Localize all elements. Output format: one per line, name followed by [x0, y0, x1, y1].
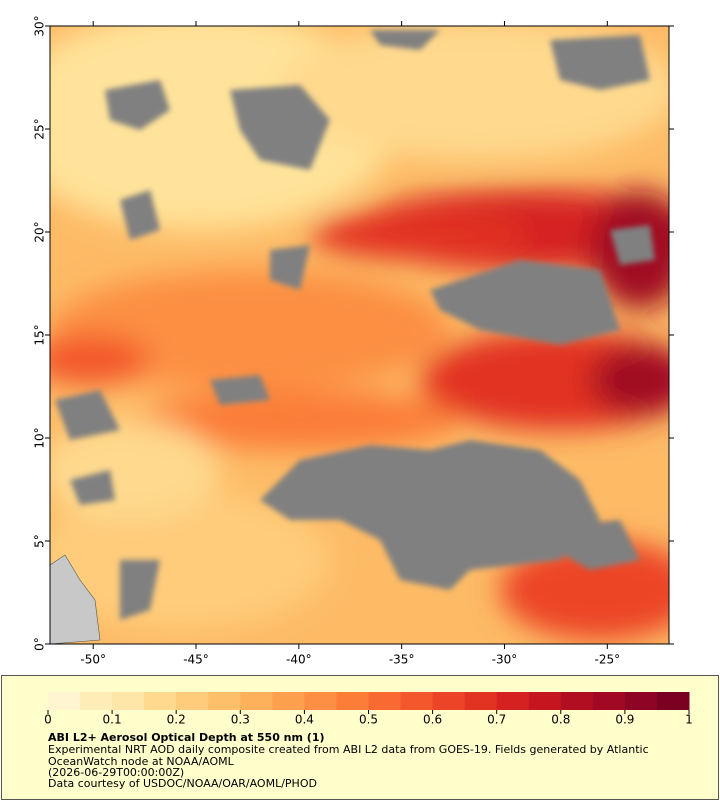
colorbar-cell	[400, 692, 434, 710]
x-tick-label: -45°	[183, 653, 209, 667]
colorbar-cell	[496, 692, 530, 710]
y-tick-label: 5°	[33, 534, 47, 548]
description: OceanWatch node at NOAA/AOML	[48, 755, 235, 768]
y-tick-label: 30°	[33, 15, 47, 36]
colorbar-cell	[368, 692, 402, 710]
x-tick-label: -25°	[595, 653, 621, 667]
y-tick-label: 0°	[33, 637, 47, 651]
colorbar-cell	[560, 692, 594, 710]
description: Experimental NRT AOD daily composite cre…	[48, 743, 649, 756]
y-tick-label: 20°	[33, 221, 47, 242]
x-tick-label: -40°	[286, 653, 312, 667]
land	[50, 554, 101, 644]
colorbar-cell	[48, 692, 81, 710]
colorbar-cell	[464, 692, 498, 710]
colorbar-cell	[528, 692, 562, 710]
colorbar-cell	[656, 692, 690, 710]
colorbar-tick-label: 0.9	[615, 713, 634, 727]
colorbar-tick-label: 0.8	[551, 713, 570, 727]
colorbar-tick-label: 0.6	[423, 713, 442, 727]
colorbar-cell	[336, 692, 369, 710]
y-tick-label: 25°	[33, 118, 47, 139]
title: ABI L2+ Aerosol Optical Depth at 550 nm …	[48, 731, 325, 744]
y-tick-label: 15°	[33, 324, 47, 345]
colorbar-cell	[304, 692, 337, 710]
colorbar-tick-label: 0.3	[231, 713, 250, 727]
colorbar-cell	[240, 692, 273, 710]
colorbar-cell	[176, 692, 209, 710]
colorbar-tick-label: 0.5	[359, 713, 378, 727]
colorbar-cell	[592, 692, 626, 710]
colorbar-cell	[624, 692, 658, 710]
aod-field	[50, 26, 669, 644]
colorbar-tick-label: 1	[685, 713, 693, 727]
colorbar-cell	[432, 692, 466, 710]
colorbar-cell	[80, 692, 113, 710]
colorbar-cell	[272, 692, 305, 710]
x-tick-label: -50°	[80, 653, 106, 667]
colorbar-tick-label: 0.4	[295, 713, 314, 727]
x-tick-label: -30°	[492, 653, 518, 667]
colorbar-tick-label: 0.1	[103, 713, 122, 727]
x-tick-label: -35°	[389, 653, 415, 667]
colorbar-tick-label: 0.7	[487, 713, 506, 727]
description: (2026-06-29T00:00:00Z)	[48, 766, 184, 779]
colorbar-tick-label: 0	[44, 713, 52, 727]
colorbar-cell	[208, 692, 241, 710]
colorbar-cell	[112, 692, 145, 710]
colorbar-tick-label: 0.2	[167, 713, 186, 727]
colorbar-cell	[144, 692, 177, 710]
y-tick-label: 10°	[33, 427, 47, 448]
description: Data courtesy of USDOC/NOAA/OAR/AOML/PHO…	[48, 777, 317, 790]
